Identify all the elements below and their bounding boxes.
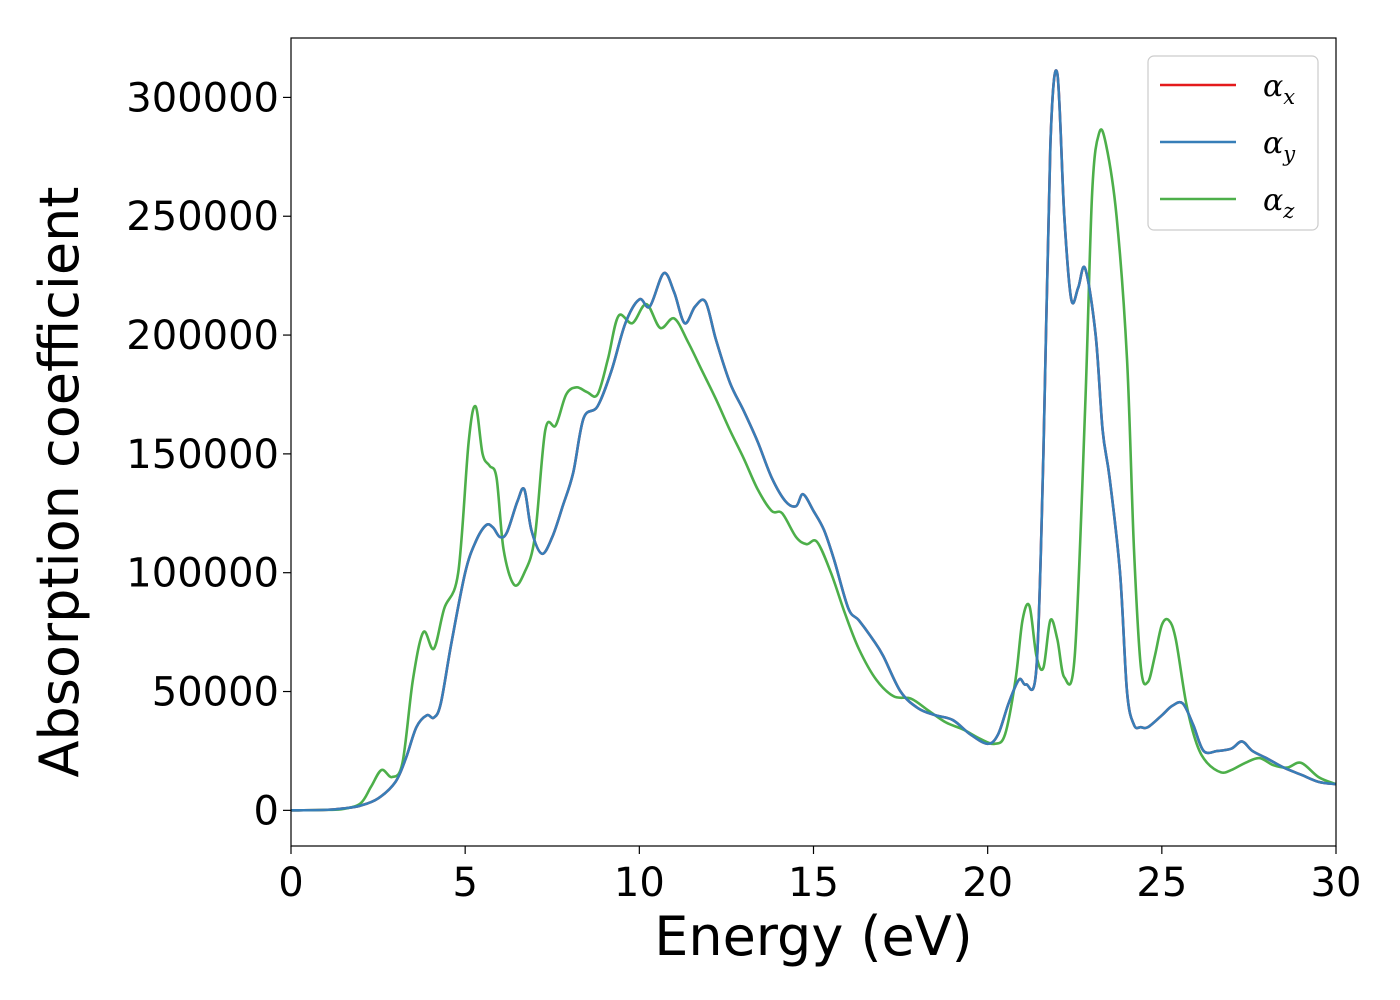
y-tick-label: 0 bbox=[254, 788, 279, 834]
x-tick-label: 15 bbox=[788, 860, 839, 906]
x-tick-label: 30 bbox=[1311, 860, 1362, 906]
legend-label-alpha-z: αz bbox=[1263, 183, 1295, 223]
series-line-alpha-z bbox=[291, 128, 1336, 812]
y-tick-label: 50000 bbox=[152, 670, 279, 716]
x-tick-label: 20 bbox=[962, 860, 1013, 906]
y-axis: 0 50000 100000 150000 200000 250000 300000 bbox=[126, 75, 291, 834]
x-axis-title: Energy (eV) bbox=[654, 905, 973, 968]
plot-area bbox=[291, 69, 1336, 812]
y-tick-label: 250000 bbox=[126, 194, 279, 240]
y-tick-label: 200000 bbox=[126, 313, 279, 359]
x-tick-label: 10 bbox=[614, 860, 665, 906]
legend-label-alpha-x: αx bbox=[1263, 69, 1295, 109]
legend: αx αy αz bbox=[1147, 55, 1319, 231]
x-axis: 0 5 10 15 20 25 30 bbox=[278, 846, 1361, 906]
x-tick-label: 5 bbox=[452, 860, 477, 906]
x-tick-label: 0 bbox=[278, 860, 303, 906]
series-line-alpha-y bbox=[291, 69, 1336, 812]
y-tick-label: 300000 bbox=[126, 75, 279, 121]
y-tick-label: 100000 bbox=[126, 551, 279, 597]
x-tick-label: 25 bbox=[1136, 860, 1187, 906]
legend-label-alpha-y: αy bbox=[1263, 126, 1296, 166]
y-axis-title: Absorption coefficient bbox=[28, 187, 91, 778]
y-tick-label: 150000 bbox=[126, 432, 279, 478]
